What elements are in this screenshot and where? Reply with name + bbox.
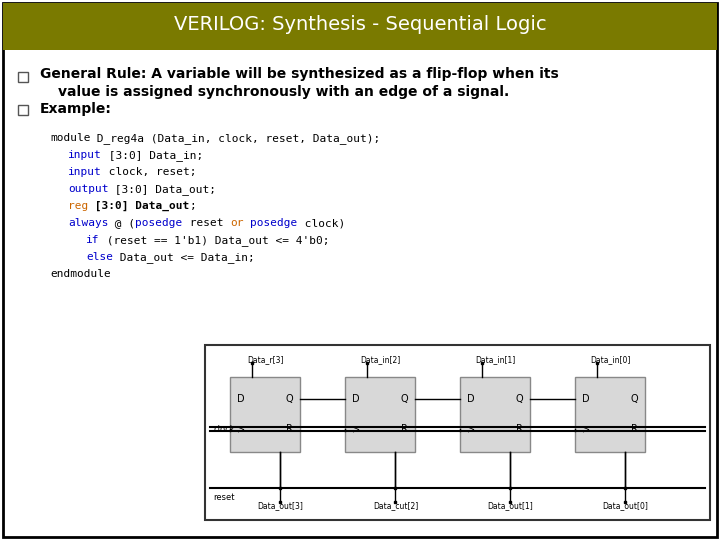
Text: posedge: posedge: [135, 218, 183, 228]
Text: D_reg4a (Data_in, clock, reset, Data_out);: D_reg4a (Data_in, clock, reset, Data_out…: [91, 133, 381, 144]
Text: input: input: [68, 150, 102, 160]
Bar: [230, 377, 300, 452]
Bar: [460, 377, 530, 452]
Text: Data_out[1]: Data_out[1]: [487, 501, 534, 510]
Bar: [18, 72, 28, 82]
Bar: [3, 3, 717, 50]
Text: Data_in[2]: Data_in[2]: [360, 355, 400, 364]
Text: VERILOG: Synthesis - Sequential Logic: VERILOG: Synthesis - Sequential Logic: [174, 16, 546, 35]
Text: D: D: [237, 394, 245, 404]
Text: Data_out[3]: Data_out[3]: [258, 501, 303, 510]
Text: D: D: [582, 394, 590, 404]
Text: >: >: [352, 424, 360, 434]
Text: Q: Q: [400, 394, 408, 404]
Text: Data_cut[2]: Data_cut[2]: [373, 501, 418, 510]
Text: module: module: [50, 133, 91, 143]
Text: Q: Q: [631, 394, 638, 404]
Text: posedge: posedge: [251, 218, 297, 228]
Text: Data_r[3]: Data_r[3]: [247, 355, 283, 364]
Text: R: R: [631, 424, 638, 434]
Text: reset: reset: [183, 218, 230, 228]
Text: Data_in[0]: Data_in[0]: [590, 355, 630, 364]
Text: clock: clock: [213, 424, 235, 434]
Text: input: input: [68, 167, 102, 177]
Text: (reset == 1'b1) Data_out <= 4'b0;: (reset == 1'b1) Data_out <= 4'b0;: [99, 235, 329, 246]
Text: clock, reset;: clock, reset;: [102, 167, 197, 177]
Text: else: else: [86, 252, 113, 262]
Text: ;: ;: [189, 201, 197, 211]
Text: R: R: [516, 424, 523, 434]
Bar: [18, 105, 28, 115]
Text: R: R: [401, 424, 408, 434]
Text: [3:0] Data_in;: [3:0] Data_in;: [102, 150, 203, 161]
Text: Data_in[1]: Data_in[1]: [475, 355, 515, 364]
Text: R: R: [286, 424, 293, 434]
Text: reset: reset: [213, 494, 235, 503]
Text: >: >: [237, 424, 245, 434]
Text: Q: Q: [285, 394, 293, 404]
Bar: [205, 345, 710, 520]
Text: [3:0] Data_out;: [3:0] Data_out;: [109, 184, 217, 195]
Text: General Rule: A variable will be synthesized as a flip-flop when its: General Rule: A variable will be synthes…: [40, 67, 559, 81]
Text: always: always: [68, 218, 109, 228]
Text: reg: reg: [68, 201, 89, 211]
Text: >: >: [467, 424, 475, 434]
Text: Data_out[0]: Data_out[0]: [603, 501, 648, 510]
Text: or: or: [230, 218, 243, 228]
Bar: [575, 377, 645, 452]
Text: value is assigned synchronously with an edge of a signal.: value is assigned synchronously with an …: [58, 85, 509, 99]
Bar: [345, 377, 415, 452]
Text: >: >: [582, 424, 590, 434]
Text: output: output: [68, 184, 109, 194]
Text: endmodule: endmodule: [50, 269, 111, 279]
Text: Data_out <= Data_in;: Data_out <= Data_in;: [113, 252, 255, 263]
Text: D: D: [467, 394, 474, 404]
Text: Example:: Example:: [40, 102, 112, 116]
Text: @ (: @ (: [109, 218, 135, 228]
Text: if: if: [86, 235, 99, 245]
Text: [3:0] Data_out: [3:0] Data_out: [89, 201, 189, 211]
Text: clock): clock): [297, 218, 345, 228]
Text: D: D: [352, 394, 359, 404]
Text: Q: Q: [516, 394, 523, 404]
